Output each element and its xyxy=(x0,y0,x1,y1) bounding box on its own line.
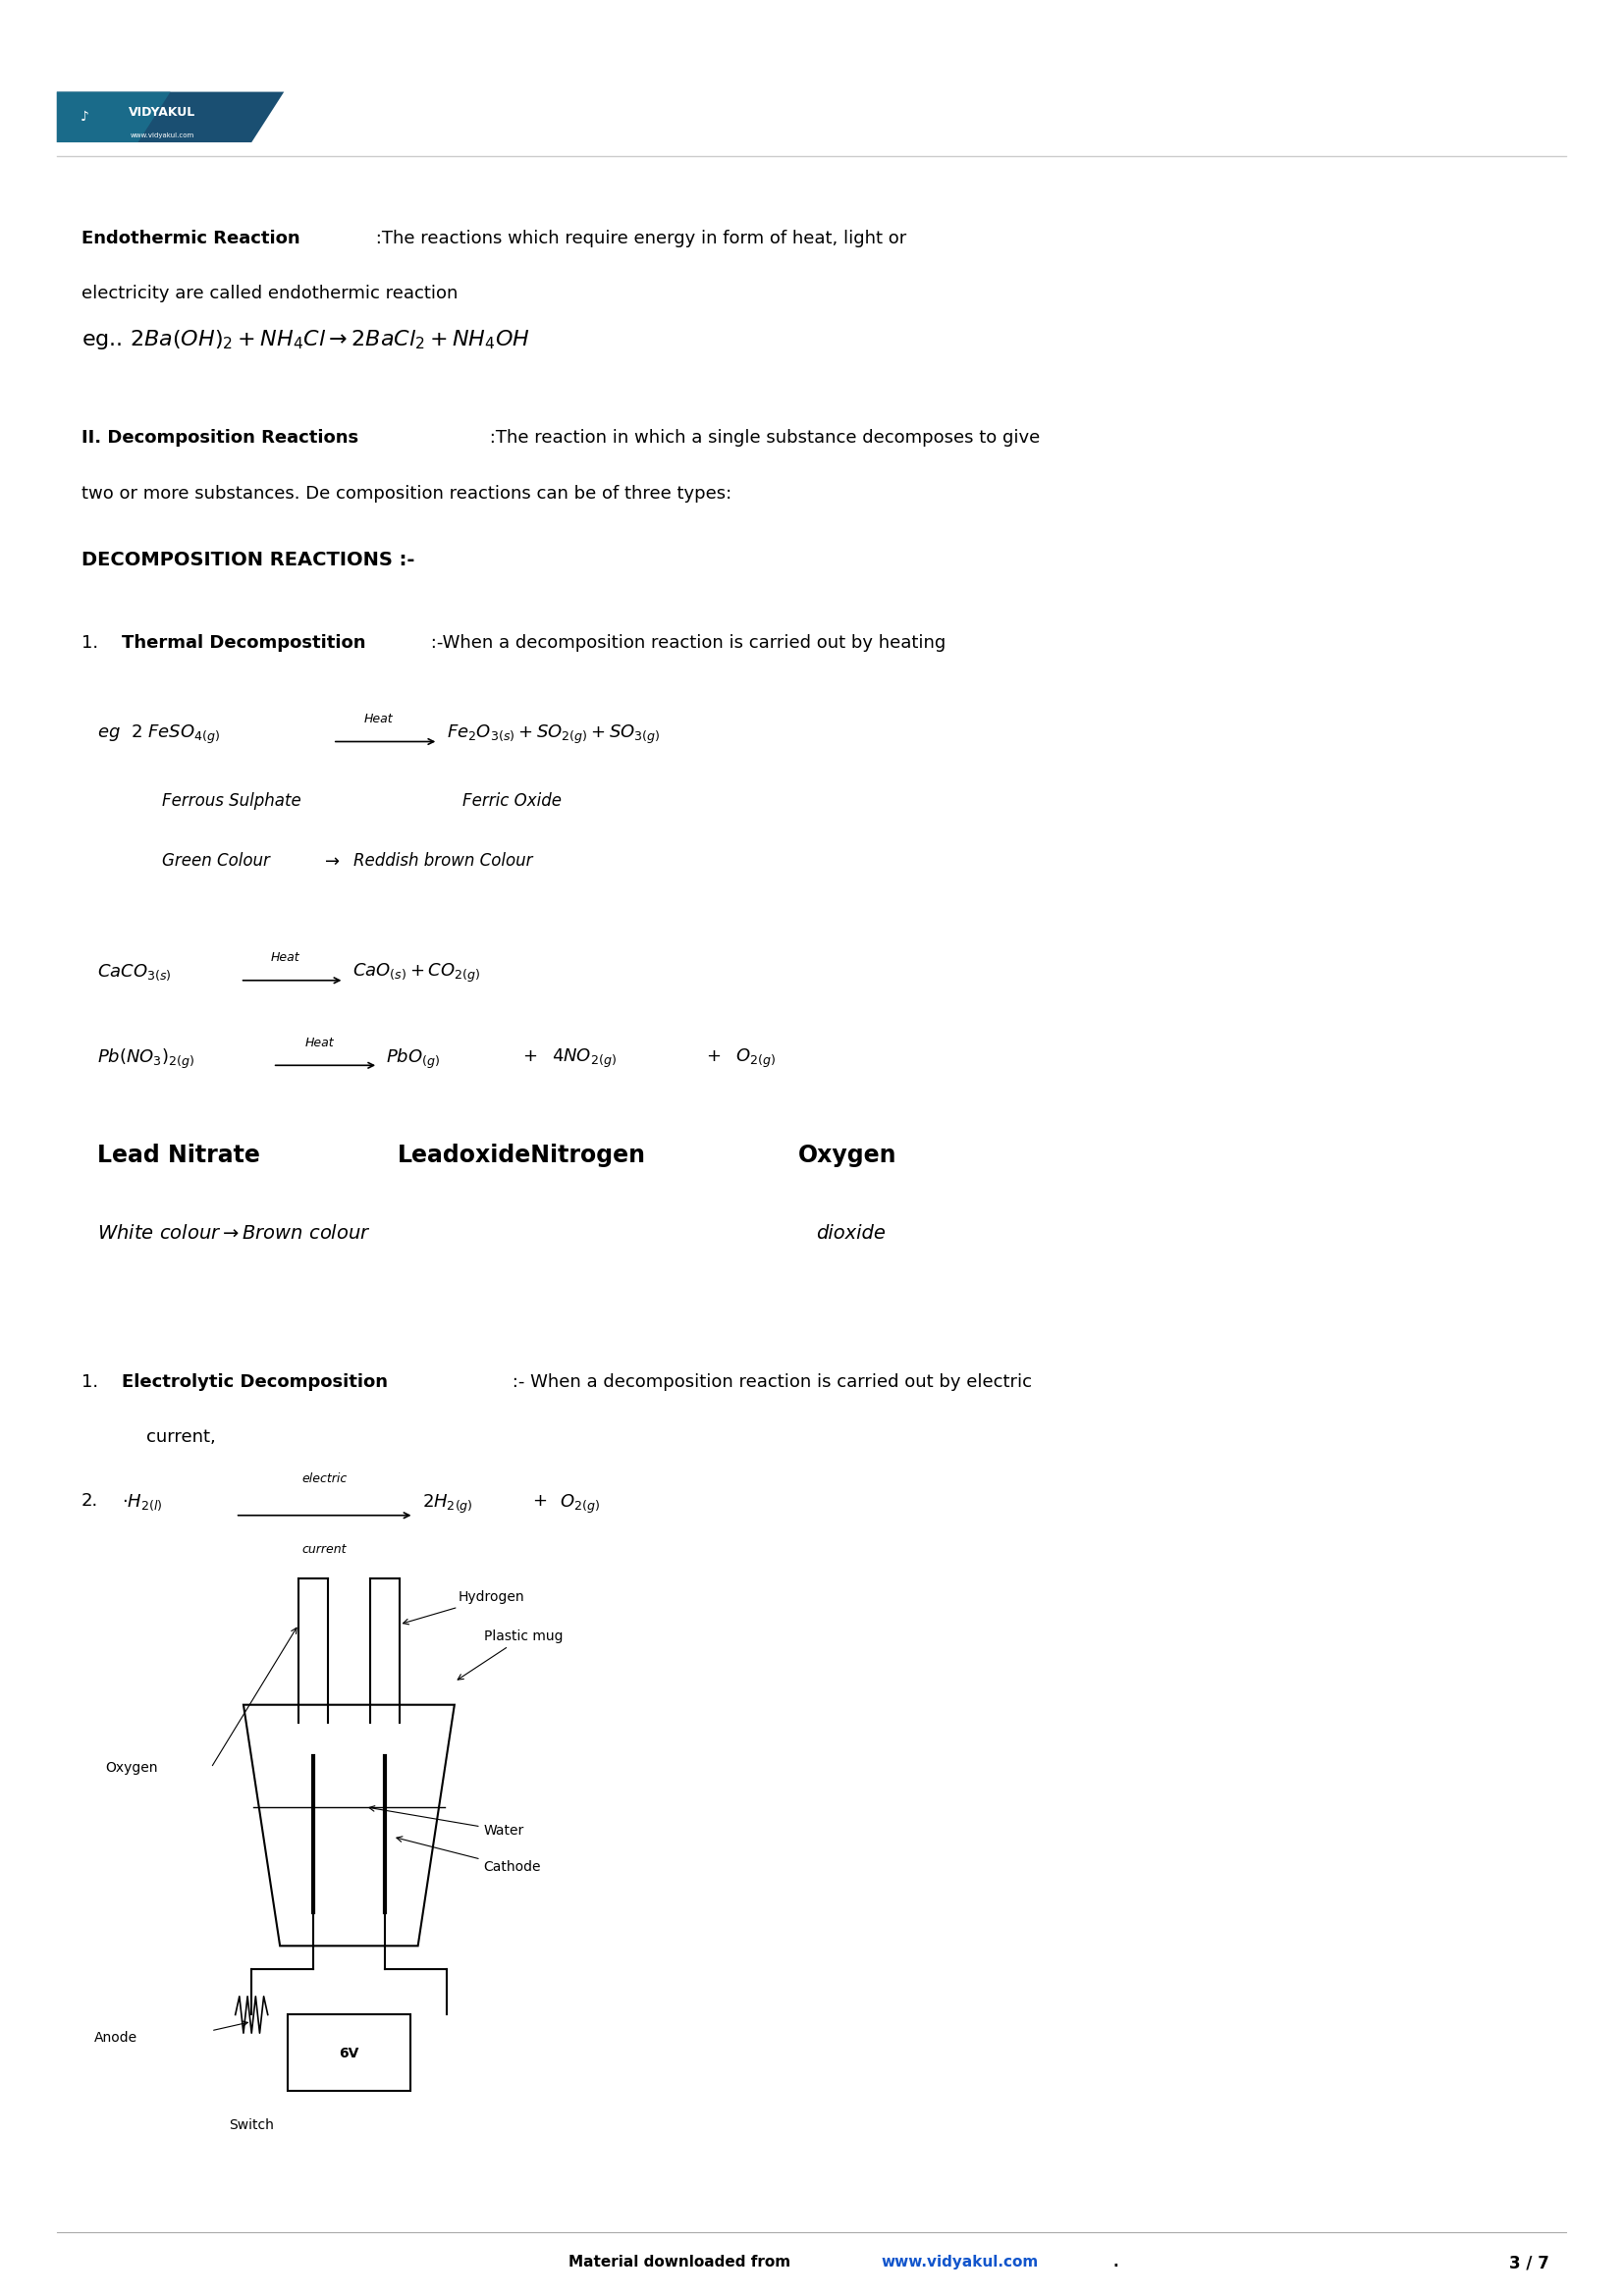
Text: electricity are called endothermic reaction: electricity are called endothermic react… xyxy=(81,285,458,303)
Text: Endothermic Reaction: Endothermic Reaction xyxy=(81,230,300,248)
Text: Switch: Switch xyxy=(229,2119,274,2131)
Text: $\cdot H_{2(l)}$: $\cdot H_{2(l)}$ xyxy=(122,1492,162,1513)
Text: :- When a decomposition reaction is carried out by electric: :- When a decomposition reaction is carr… xyxy=(506,1373,1032,1391)
Text: Plastic mug: Plastic mug xyxy=(458,1630,563,1681)
Text: II. Decomposition Reactions: II. Decomposition Reactions xyxy=(81,429,359,448)
Text: Heat: Heat xyxy=(305,1035,334,1049)
Text: 3 / 7: 3 / 7 xyxy=(1509,2255,1550,2273)
Text: 1.: 1. xyxy=(81,634,97,652)
Text: Thermal Decompostition: Thermal Decompostition xyxy=(122,634,365,652)
Text: +: + xyxy=(532,1492,547,1511)
Text: Heat: Heat xyxy=(271,951,300,964)
Text: Cathode: Cathode xyxy=(396,1837,540,1874)
Text: Lead Nitrate: Lead Nitrate xyxy=(97,1143,260,1166)
Text: $O_{2(g)}$: $O_{2(g)}$ xyxy=(560,1492,601,1515)
Text: two or more substances. De composition reactions can be of three types:: two or more substances. De composition r… xyxy=(81,484,732,503)
Text: www.vidyakul.com: www.vidyakul.com xyxy=(881,2255,1039,2268)
Text: Anode: Anode xyxy=(94,2032,138,2043)
Text: $O_{2(g)}$: $O_{2(g)}$ xyxy=(735,1047,776,1070)
FancyBboxPatch shape xyxy=(287,2016,411,2092)
Text: Heat: Heat xyxy=(364,712,393,726)
Text: VIDYAKUL: VIDYAKUL xyxy=(128,106,196,119)
Text: +: + xyxy=(523,1047,537,1065)
Text: $\rightarrow$: $\rightarrow$ xyxy=(321,852,341,870)
Text: $Fe_2O_{3(s)} + SO_{2(g)} + SO_{3(g)}$: $Fe_2O_{3(s)} + SO_{2(g)} + SO_{3(g)}$ xyxy=(446,723,661,746)
Text: 1.: 1. xyxy=(81,1373,97,1391)
Text: $CaCO_{3(s)}$: $CaCO_{3(s)}$ xyxy=(97,962,172,983)
Text: current,: current, xyxy=(146,1428,216,1446)
Text: dioxide: dioxide xyxy=(816,1224,886,1242)
Text: www.vidyakul.com: www.vidyakul.com xyxy=(130,133,195,138)
Text: LeadoxideNitrogen: LeadoxideNitrogen xyxy=(398,1143,646,1166)
Text: electric: electric xyxy=(302,1472,347,1486)
Text: Hydrogen: Hydrogen xyxy=(403,1591,524,1623)
Text: current: current xyxy=(302,1543,347,1557)
Text: $PbO_{(g)}$: $PbO_{(g)}$ xyxy=(386,1047,440,1070)
Text: Electrolytic Decomposition: Electrolytic Decomposition xyxy=(122,1373,388,1391)
Text: .: . xyxy=(1113,2255,1118,2268)
Text: Reddish brown Colour: Reddish brown Colour xyxy=(354,852,532,870)
Text: Material downloaded from: Material downloaded from xyxy=(568,2255,795,2268)
Text: ♪: ♪ xyxy=(80,110,89,124)
Text: :The reactions which require energy in form of heat, light or: :The reactions which require energy in f… xyxy=(370,230,906,248)
Text: +: + xyxy=(706,1047,721,1065)
Text: eg.. $2Ba(OH)_2 + NH_4Cl \rightarrow 2BaCl_2 + NH_4OH$: eg.. $2Ba(OH)_2 + NH_4Cl \rightarrow 2Ba… xyxy=(81,328,529,351)
Text: $eg\ \ 2\ FeSO_{4(g)}$: $eg\ \ 2\ FeSO_{4(g)}$ xyxy=(97,723,221,746)
Text: Oxygen: Oxygen xyxy=(799,1143,898,1166)
Text: Green Colour: Green Colour xyxy=(162,852,269,870)
Text: 2.: 2. xyxy=(81,1492,97,1511)
Text: 6V: 6V xyxy=(339,2048,359,2060)
Text: $4NO_{2(g)}$: $4NO_{2(g)}$ xyxy=(552,1047,617,1070)
Text: Oxygen: Oxygen xyxy=(105,1761,157,1775)
Text: $CaO_{(s)} + CO_{2(g)}$: $CaO_{(s)} + CO_{2(g)}$ xyxy=(352,962,480,985)
Text: $White\ colour \rightarrow Brown\ colour$: $White\ colour \rightarrow Brown\ colour… xyxy=(97,1224,372,1242)
Text: Ferrous Sulphate: Ferrous Sulphate xyxy=(162,792,302,810)
Polygon shape xyxy=(57,92,170,142)
Polygon shape xyxy=(57,92,284,142)
Text: $2H_{2(g)}$: $2H_{2(g)}$ xyxy=(422,1492,472,1515)
Text: :-When a decomposition reaction is carried out by heating: :-When a decomposition reaction is carri… xyxy=(425,634,946,652)
Text: Ferric Oxide: Ferric Oxide xyxy=(463,792,562,810)
Text: :The reaction in which a single substance decomposes to give: :The reaction in which a single substanc… xyxy=(484,429,1040,448)
Text: $Pb(NO_3)_{2(g)}$: $Pb(NO_3)_{2(g)}$ xyxy=(97,1047,195,1070)
Text: Water: Water xyxy=(368,1807,524,1837)
Text: DECOMPOSITION REACTIONS :-: DECOMPOSITION REACTIONS :- xyxy=(81,551,414,569)
